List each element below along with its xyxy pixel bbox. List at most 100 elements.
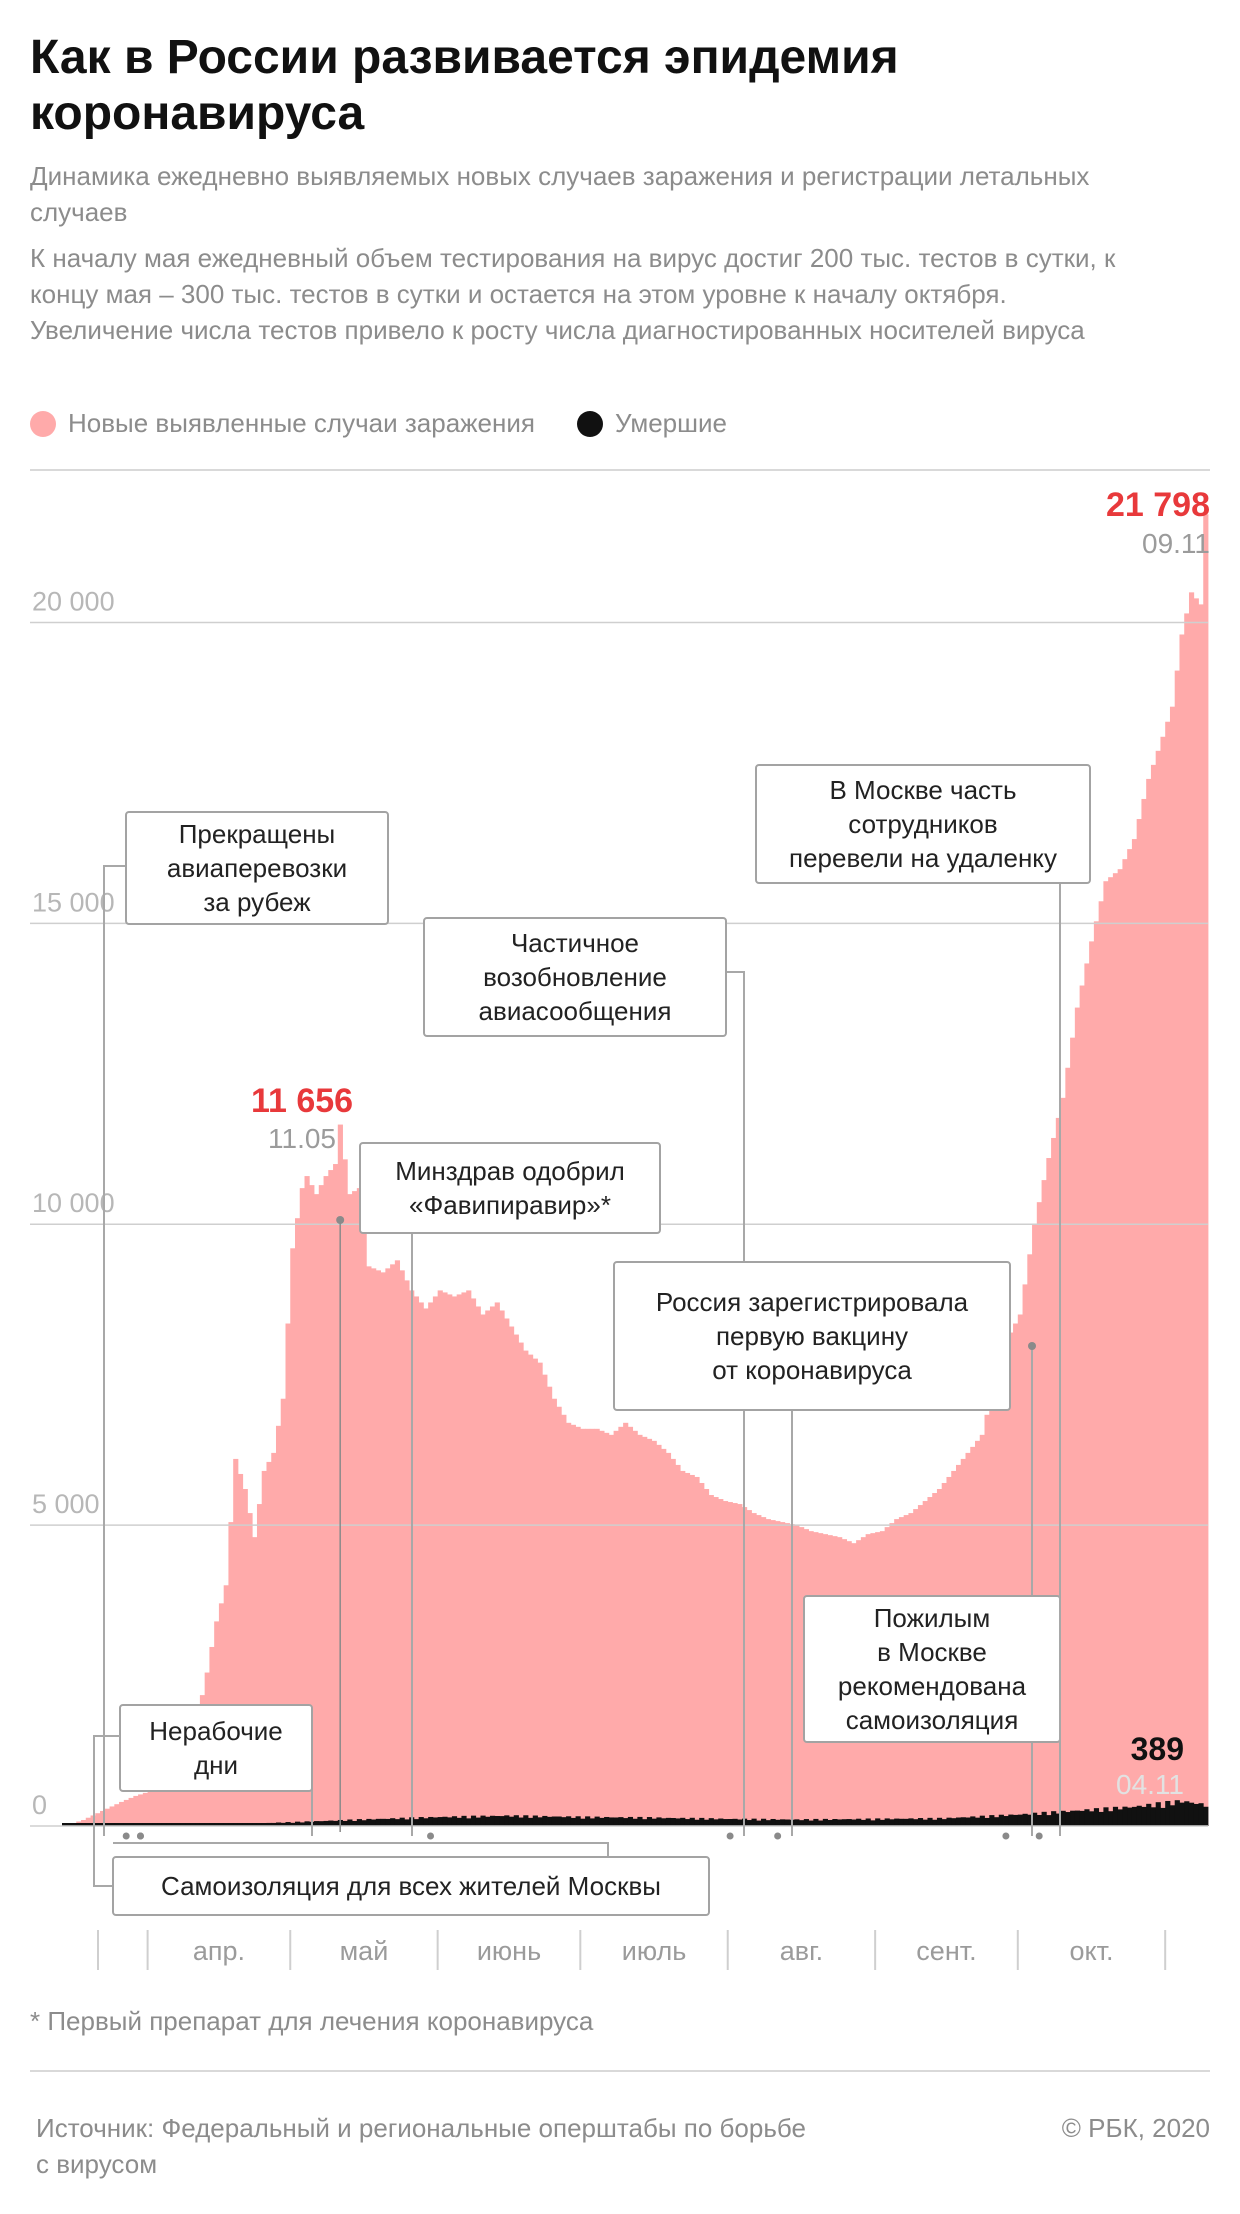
chart-note: К началу мая ежедневный объем тестирован… (30, 243, 1116, 345)
event-box (119, 1704, 313, 1792)
deaths-bar (1122, 1806, 1128, 1826)
cases-bar (157, 1759, 163, 1826)
cases-bar (1108, 877, 1114, 1826)
deaths-bar (1060, 1810, 1066, 1826)
deaths-bar (556, 1816, 562, 1826)
cases-bar (585, 1428, 591, 1826)
cases-bar (703, 1489, 710, 1826)
deaths-bar (100, 1823, 106, 1826)
cases-bar (280, 1398, 286, 1826)
deaths-bar (1179, 1802, 1185, 1826)
event-marker (1002, 1832, 1010, 1840)
deaths-bar (965, 1817, 971, 1826)
deaths-bar (727, 1819, 733, 1826)
cases-bar (480, 1314, 486, 1826)
cases-bar (1017, 1314, 1023, 1826)
event-label: В Москве часть (829, 775, 1016, 805)
legend-label-deaths: Умершие (614, 408, 727, 438)
cases-bar (228, 1522, 234, 1826)
deaths-bar (1074, 1810, 1081, 1826)
deaths-bar (1160, 1807, 1166, 1826)
source-text: Источник: Федеральный и региональные опе… (36, 2113, 806, 2179)
deaths-bar (1127, 1807, 1133, 1826)
deaths-bar (489, 1815, 496, 1826)
deaths-bar (380, 1818, 386, 1826)
event-label: Нерабочие (149, 1716, 282, 1746)
deaths-bar (447, 1817, 453, 1826)
deaths-bar (528, 1817, 534, 1826)
event-leader-line (93, 1735, 120, 1836)
cases-bar (604, 1432, 610, 1826)
event-label: Частичное (511, 928, 639, 958)
deaths-bar (694, 1819, 700, 1826)
cases-bar (252, 1537, 258, 1826)
cases-bar (627, 1426, 634, 1826)
deaths-bar (537, 1817, 543, 1826)
deaths-bar (470, 1815, 477, 1826)
deaths-bar (247, 1823, 253, 1826)
cases-bar (109, 1806, 115, 1826)
deaths-bar (984, 1817, 990, 1826)
month-label: апр. (193, 1936, 245, 1966)
deaths-bar (371, 1819, 377, 1826)
event-label: Самоизоляция для всех жителей Москвы (161, 1871, 661, 1901)
cases-bar (1198, 604, 1204, 1826)
deaths-bar (485, 1816, 491, 1826)
month-label: сент. (916, 1936, 976, 1966)
cases-bar (295, 1218, 301, 1826)
event-marker (136, 1832, 144, 1840)
deaths-bar (613, 1817, 619, 1826)
cases-bar (751, 1513, 757, 1826)
deaths-bar (147, 1823, 153, 1826)
cases-bar (1184, 613, 1190, 1827)
cases-bar (404, 1280, 410, 1826)
deaths-bar (746, 1820, 752, 1826)
deaths-bar (1103, 1807, 1109, 1826)
deaths-bar (1036, 1814, 1042, 1826)
deaths-bar (975, 1817, 981, 1826)
cases-bar (523, 1350, 529, 1826)
deaths-bar (171, 1823, 177, 1826)
cases-bar (504, 1318, 510, 1826)
deaths-bar (209, 1823, 215, 1826)
cases-bar (361, 1227, 367, 1826)
max-value-label: 21 798 (1106, 486, 1210, 524)
deaths-bar (922, 1819, 928, 1826)
legend-swatch-cases (30, 410, 56, 437)
deaths-bar (1198, 1803, 1204, 1826)
deaths-bar (138, 1823, 144, 1826)
cases-bar (261, 1470, 267, 1826)
cases-bar (328, 1170, 334, 1826)
deaths-bar (1141, 1806, 1147, 1826)
cases-bar (684, 1472, 691, 1826)
deaths-bar (366, 1818, 372, 1826)
cases-bar (727, 1502, 733, 1826)
cases-bar (566, 1422, 572, 1826)
event-marker (427, 1832, 435, 1840)
deaths-bar (81, 1823, 87, 1826)
deaths-bar (199, 1823, 206, 1826)
deaths-bar (176, 1823, 182, 1826)
month-label: июнь (477, 1936, 541, 1966)
deaths-bar (76, 1823, 82, 1826)
event-box (613, 1261, 1011, 1411)
event-label: первую вакцину (716, 1321, 908, 1351)
y-tick-label: 10 000 (32, 1188, 115, 1218)
deaths-bar (85, 1823, 91, 1826)
deaths-bar (979, 1815, 985, 1826)
cases-bar (1079, 985, 1085, 1826)
cases-bar (461, 1292, 467, 1826)
deaths-bar (399, 1817, 405, 1826)
legend-swatch-deaths (576, 410, 603, 437)
deaths-bar (637, 1816, 643, 1826)
deaths-bar (394, 1819, 401, 1826)
deaths-bar (451, 1816, 458, 1826)
cases-bar (371, 1268, 377, 1826)
deaths-bar (1079, 1810, 1085, 1826)
deaths-bar (946, 1817, 952, 1826)
deaths-bar (1098, 1811, 1104, 1826)
cases-bar (1093, 921, 1100, 1826)
deaths-bar (927, 1817, 933, 1826)
deaths-bar (280, 1822, 286, 1826)
cases-bar (399, 1270, 405, 1826)
